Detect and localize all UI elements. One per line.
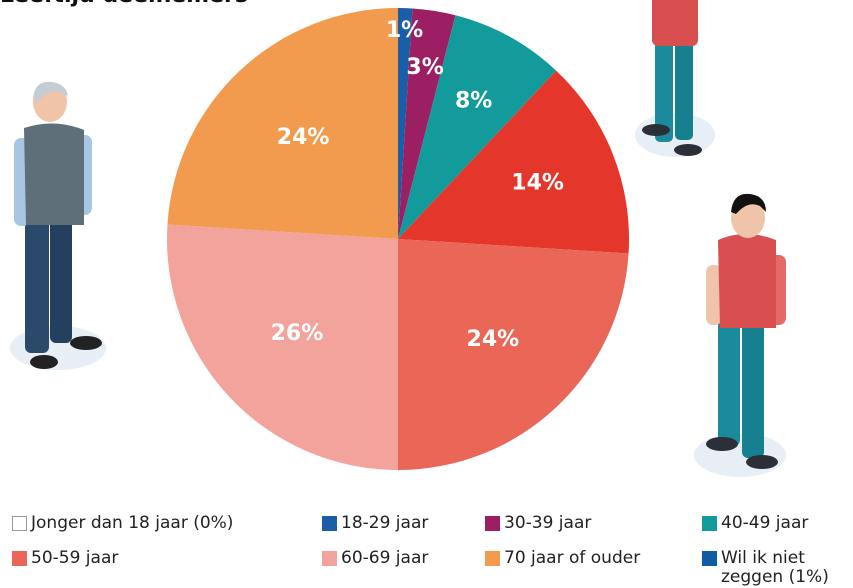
illustration-left — [10, 82, 106, 370]
legend-item: 18-29 jaar — [322, 514, 428, 533]
chart: Leeftijd deelnemers 1% 3% 8% 14% 24% 26% 24% — [0, 0, 853, 508]
legend-item: 30-39 jaar — [485, 514, 591, 533]
legend-swatch — [12, 516, 27, 531]
legend-label: 50-59 jaar — [31, 549, 118, 568]
legend-label: 60-69 jaar — [341, 549, 428, 568]
legend-item: 50-59 jaar — [12, 549, 118, 568]
legend-label: 40-49 jaar — [721, 514, 808, 533]
legend-item: Jonger dan 18 jaar (0%) — [12, 514, 233, 533]
legend-swatch — [12, 551, 27, 566]
slice-label: 24% — [467, 327, 520, 352]
pie-slice — [167, 224, 398, 470]
slice-label: 26% — [271, 321, 324, 346]
legend-label: Wil ik niet zeggen (1%) — [721, 549, 842, 587]
legend-swatch — [485, 551, 500, 566]
legend-item: Wil ik niet zeggen (1%) — [702, 549, 842, 587]
legend: Jonger dan 18 jaar (0%) 18-29 jaar 30-39 j… — [0, 508, 853, 588]
chart-title: Leeftijd deelnemers — [0, 0, 248, 8]
legend-swatch — [322, 551, 337, 566]
slice-label: 24% — [277, 125, 330, 150]
legend-label: 18-29 jaar — [341, 514, 428, 533]
page: {"chart_data": {"type": "pie", "title": … — [0, 0, 853, 588]
legend-swatch — [702, 551, 717, 566]
legend-item: 70 jaar of ouder — [485, 549, 640, 568]
legend-label: 70 jaar of ouder — [504, 549, 640, 568]
illustration-bottom-right — [694, 194, 786, 477]
legend-label: 30-39 jaar — [504, 514, 591, 533]
slice-label: 8% — [455, 88, 492, 113]
pie-slice — [398, 239, 629, 470]
slice-label: 14% — [511, 171, 564, 196]
legend-swatch — [322, 516, 337, 531]
legend-swatch — [485, 516, 500, 531]
pie: 1% 3% 8% 14% 24% 26% 24% — [167, 8, 629, 470]
legend-item: 60-69 jaar — [322, 549, 428, 568]
pie-slice — [167, 8, 398, 239]
slice-label: 3% — [406, 55, 443, 80]
legend-label: Jonger dan 18 jaar (0%) — [31, 514, 233, 533]
legend-swatch — [702, 516, 717, 531]
illustration-top-right — [635, 0, 715, 157]
legend-item: 40-49 jaar — [702, 514, 808, 533]
slice-label: 1% — [386, 18, 423, 43]
